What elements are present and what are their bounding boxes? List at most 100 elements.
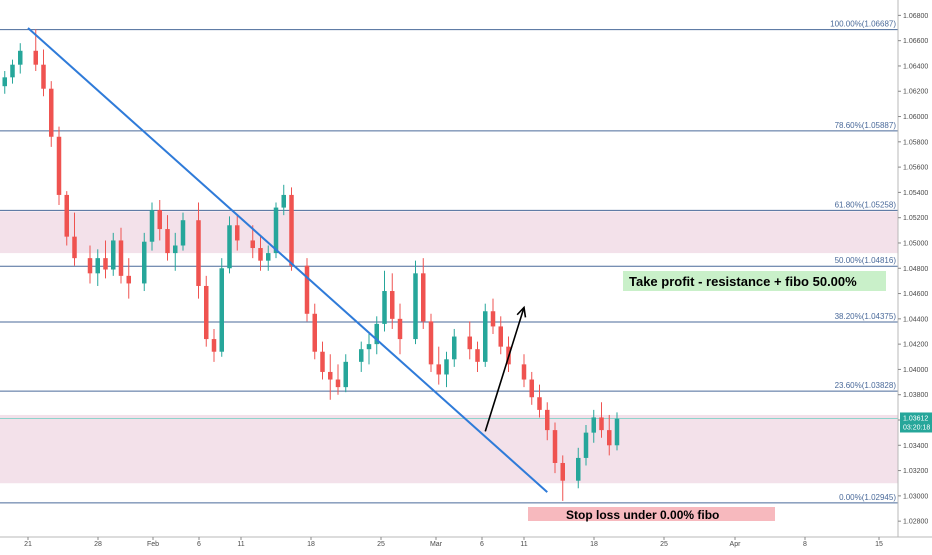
candle — [196, 202, 201, 299]
price-tick-label: 1.06600 — [903, 38, 928, 45]
candle — [374, 316, 379, 355]
price-tick-label: 1.06400 — [903, 63, 928, 70]
candle-body — [343, 361, 348, 388]
candle-body — [397, 318, 403, 340]
candle — [560, 455, 565, 501]
price-tick-label: 1.05600 — [903, 165, 928, 172]
candle-body — [521, 364, 527, 380]
candle — [498, 316, 503, 355]
stop-loss-box — [528, 507, 775, 521]
candle-body — [180, 220, 186, 246]
candle-body — [211, 339, 217, 352]
candle-body — [18, 50, 23, 65]
candle — [126, 258, 131, 299]
candle — [281, 184, 286, 216]
candle — [591, 409, 596, 443]
candle-body — [281, 194, 286, 208]
candle-body — [366, 344, 372, 350]
candle — [475, 341, 480, 372]
candle-body — [591, 417, 596, 433]
candle-body — [49, 88, 54, 137]
candle-body — [157, 210, 162, 230]
candle-body — [537, 397, 542, 410]
candle — [103, 240, 108, 279]
candle-body — [196, 220, 201, 286]
take-profit-label: Take profit - resistance + fibo 50.00% — [629, 274, 857, 289]
candle-body — [56, 136, 62, 195]
candle-body — [273, 207, 279, 254]
candle — [142, 232, 147, 292]
candle-body — [599, 417, 604, 431]
current-price-label: 1.03612 — [903, 415, 928, 422]
candle — [18, 43, 23, 74]
candle — [521, 354, 527, 388]
date-tick-label: 25 — [377, 541, 385, 548]
price-tick-label: 1.04600 — [903, 291, 928, 298]
candle-body — [72, 236, 77, 259]
candle — [41, 49, 46, 97]
price-tick-label: 1.05000 — [903, 240, 928, 247]
candle — [10, 59, 15, 84]
candle — [56, 126, 62, 206]
candle — [529, 371, 534, 405]
candle — [2, 71, 7, 94]
candle-body — [614, 418, 620, 446]
price-tick-label: 1.06800 — [903, 13, 928, 20]
candle — [312, 303, 317, 360]
price-tick-label: 1.05400 — [903, 190, 928, 197]
resistance-zone — [0, 211, 898, 254]
date-tick-label: 18 — [307, 541, 315, 548]
target-arrow-shaft — [484, 307, 525, 432]
candle — [95, 249, 100, 286]
candle-body — [10, 64, 15, 78]
candle — [576, 447, 581, 489]
candle — [428, 313, 434, 372]
candle-body — [289, 194, 294, 266]
candle — [165, 215, 170, 261]
candle — [397, 303, 403, 355]
candle-body — [118, 240, 124, 276]
candle — [413, 260, 418, 345]
price-tick-label: 1.03400 — [903, 443, 928, 450]
candle — [304, 258, 310, 322]
price-tick-label: 1.06000 — [903, 114, 928, 121]
candle — [258, 235, 263, 271]
candle-body — [173, 245, 178, 254]
candle — [537, 384, 542, 418]
candle — [266, 245, 271, 271]
candle — [118, 227, 124, 284]
date-tick-label: 21 — [24, 541, 32, 548]
candle — [382, 270, 387, 332]
candle-body — [165, 229, 170, 254]
candle-body — [312, 313, 317, 352]
date-tick-label: 6 — [480, 541, 484, 548]
price-tick-label: 1.04400 — [903, 316, 928, 323]
price-tick-label: 1.03000 — [903, 493, 928, 500]
candle — [320, 341, 325, 380]
candle — [173, 232, 178, 271]
candle-body — [320, 351, 325, 372]
price-tick-label: 1.04800 — [903, 266, 928, 273]
candle-body — [258, 248, 263, 261]
candle-body — [219, 268, 224, 352]
fib-label: 0.00%(1.02945) — [839, 493, 896, 502]
countdown-label: 03:20:18 — [903, 424, 930, 431]
candle-body — [529, 379, 534, 398]
current-price-tag — [900, 412, 932, 433]
candle — [552, 422, 558, 474]
date-tick-label: 18 — [590, 541, 598, 548]
candle — [490, 298, 496, 335]
candle-body — [467, 336, 472, 350]
candle-body — [552, 430, 558, 463]
fib-label: 100.00%(1.06687) — [830, 20, 896, 29]
date-tick-label: Apr — [730, 541, 742, 548]
candle — [211, 328, 217, 362]
candle-body — [111, 240, 116, 270]
candle-body — [126, 275, 131, 284]
candle-body — [204, 285, 209, 340]
candle — [366, 334, 372, 365]
fib-label: 50.00%(1.04816) — [835, 256, 897, 265]
